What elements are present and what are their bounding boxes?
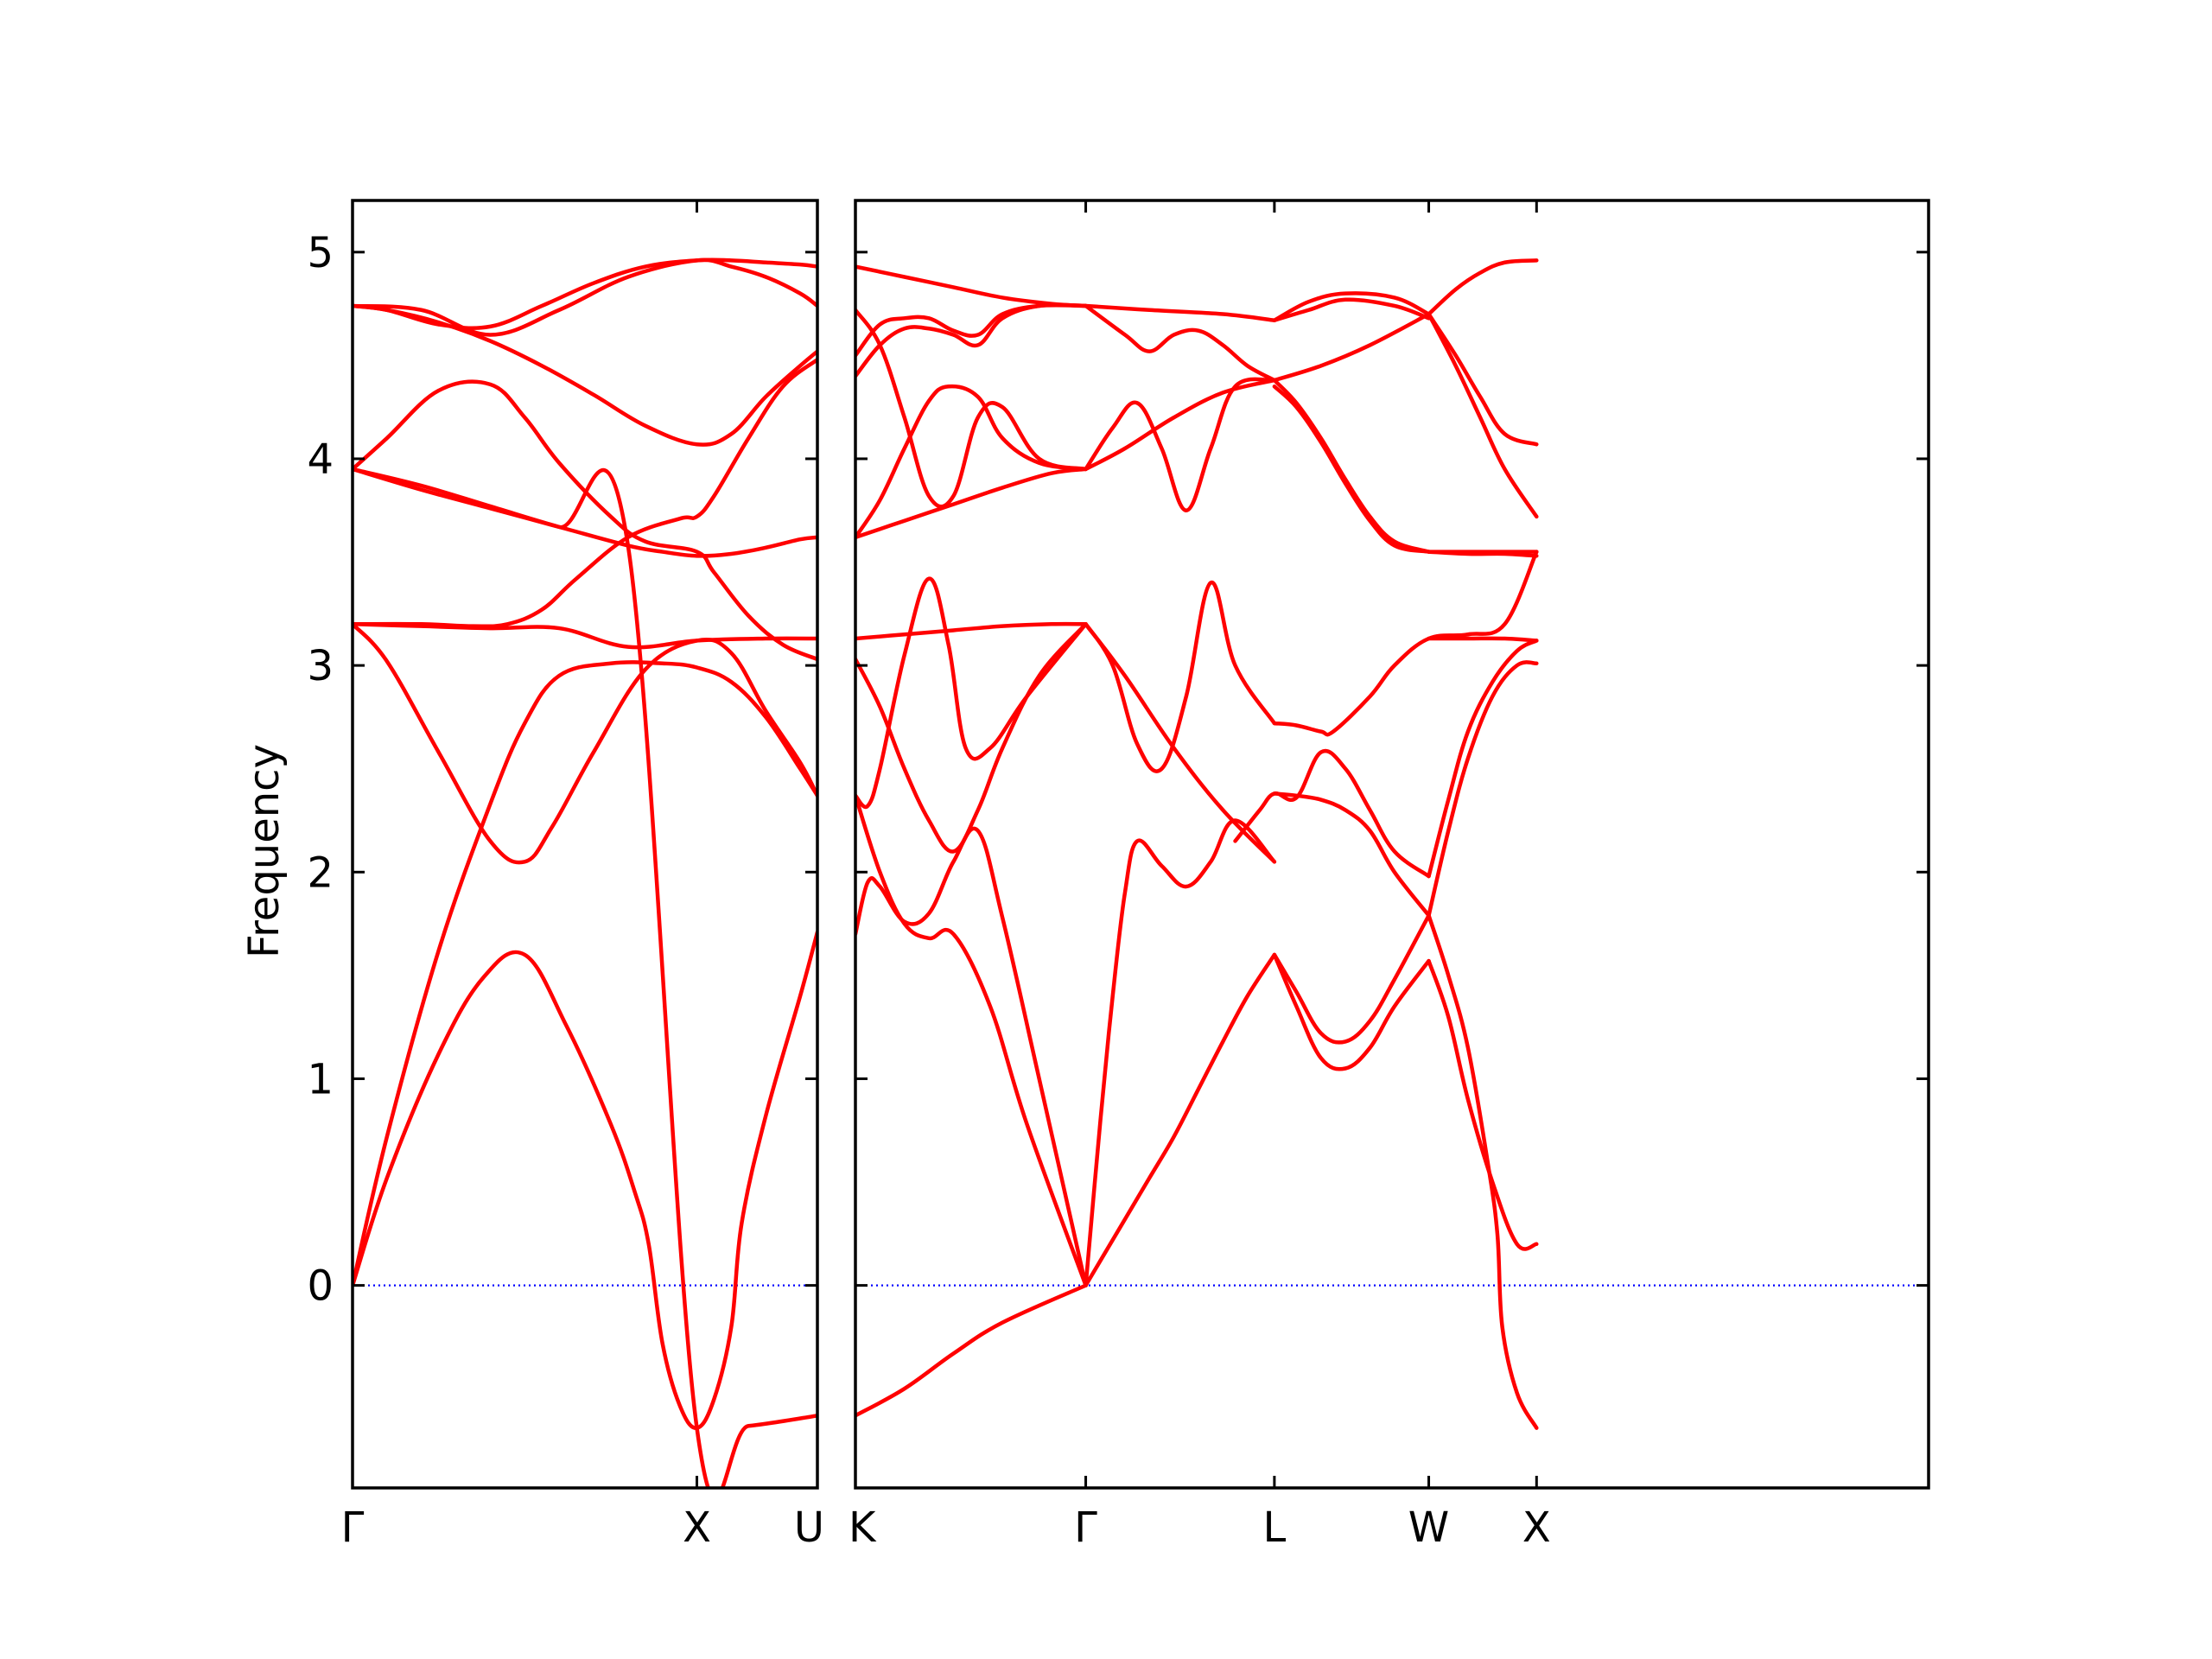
band-line-37	[1272, 312, 1431, 383]
phonon-bands	[855, 258, 1539, 1430]
band-line-8	[1272, 791, 1431, 918]
band-line-11	[1427, 958, 1539, 1251]
y-tick-label: 0	[307, 1262, 334, 1311]
band-line-14	[855, 621, 1088, 641]
band-line-25	[1084, 377, 1277, 512]
band-line-7	[1272, 913, 1431, 1045]
band-line-1	[353, 930, 817, 1430]
panel-frame	[854, 199, 1930, 1490]
band-line-4	[1084, 952, 1277, 1287]
panel-frame	[351, 199, 819, 1490]
x-tick-label: Γ	[1074, 1503, 1097, 1552]
band-line-39	[1427, 312, 1539, 519]
x-tick-label: K	[849, 1503, 877, 1552]
band-line-17	[1084, 581, 1277, 773]
band-line-21	[855, 467, 1088, 540]
band-line-9	[1233, 748, 1431, 879]
band-line-38	[1427, 258, 1539, 316]
band-line-5	[1084, 818, 1277, 1287]
band-line-33	[1084, 303, 1277, 383]
x-tick-label: L	[1263, 1503, 1287, 1552]
x-tick-label: X	[683, 1503, 711, 1552]
band-line-19	[1272, 550, 1539, 737]
band-line-34	[1084, 303, 1277, 322]
band-line-15	[855, 622, 1088, 854]
y-axis-label: Frequency	[240, 744, 289, 958]
x-tick-label: X	[1522, 1503, 1551, 1552]
band-line-16	[855, 576, 1088, 810]
band-line-12	[1427, 660, 1539, 918]
x-tick-label: Γ	[341, 1503, 365, 1552]
band-line-1	[855, 1283, 1088, 1418]
band-line-9	[353, 257, 817, 330]
band-line-2	[353, 660, 817, 1287]
band-line-35	[1272, 291, 1431, 322]
y-tick-label: 3	[307, 642, 334, 690]
band-line-18	[1084, 622, 1277, 864]
band-line-40	[1427, 312, 1539, 447]
band-line-22	[855, 384, 1088, 540]
band-line-3	[353, 622, 817, 865]
band-line-24	[1084, 378, 1277, 472]
band-line-11	[353, 467, 817, 1488]
band-line-27	[1272, 385, 1431, 554]
band-line-30	[855, 302, 1088, 378]
y-tick-label: 4	[307, 435, 334, 484]
band-line-31	[855, 302, 1088, 358]
band-line-7	[353, 379, 817, 662]
band-line-23	[855, 308, 1088, 509]
phonon-bands	[353, 257, 817, 1488]
band-line-4	[353, 622, 817, 650]
band-line-10	[1427, 913, 1539, 1430]
band-line-8	[353, 303, 817, 447]
y-tick-label: 1	[307, 1055, 334, 1103]
band-line-6	[353, 467, 817, 558]
band-line-36	[1272, 297, 1431, 322]
band-line-20	[1427, 636, 1539, 643]
band-line-10	[353, 257, 817, 337]
band-line-2	[855, 793, 1088, 1287]
band-line-13	[1427, 639, 1539, 879]
band-line-6	[1272, 952, 1431, 1071]
band-line-26	[1272, 378, 1431, 554]
band-line-32	[855, 264, 1088, 308]
band-line-29	[1427, 550, 1539, 558]
y-tick-labels: 0 1 2 3 4 5	[307, 229, 334, 1311]
x-tick-label: W	[1408, 1503, 1449, 1552]
x-tick-label: U	[794, 1503, 824, 1552]
y-tick-label: 2	[307, 849, 334, 897]
y-tick-label: 5	[307, 229, 334, 277]
